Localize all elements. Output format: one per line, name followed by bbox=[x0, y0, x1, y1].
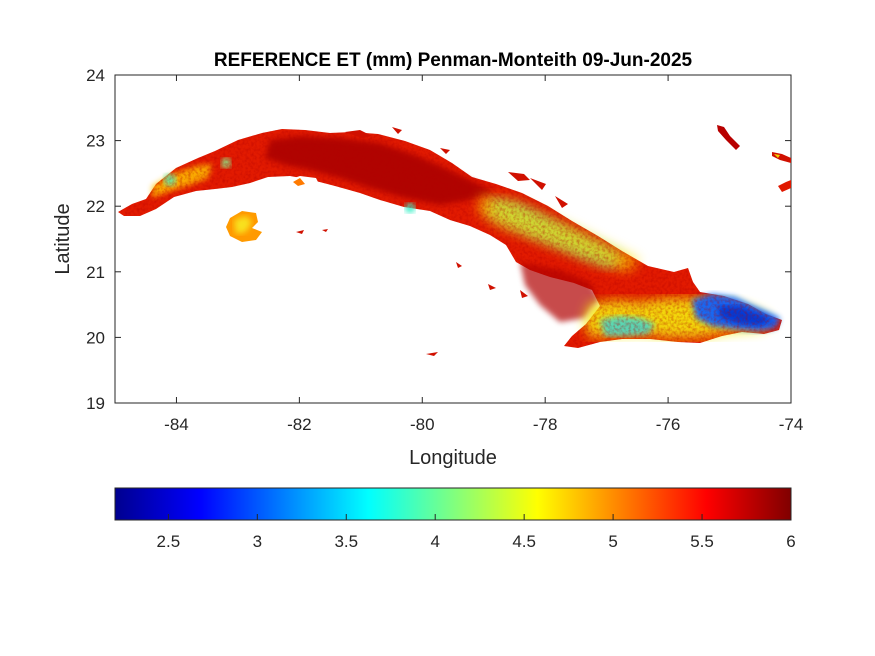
y-tick-label: 21 bbox=[86, 263, 105, 282]
colorbar bbox=[114, 487, 792, 521]
colorbar-tick-label: 4.5 bbox=[512, 532, 536, 551]
y-tick-label: 23 bbox=[86, 132, 105, 151]
y-tick-label: 24 bbox=[86, 66, 105, 85]
colorbar-tick-label: 5 bbox=[608, 532, 617, 551]
colorbar-tick-label: 2.5 bbox=[157, 532, 181, 551]
map-layer bbox=[118, 125, 791, 356]
bahamas-island-1 bbox=[717, 125, 740, 150]
north-bay bbox=[288, 176, 320, 188]
colorbar-tick-label: 4 bbox=[430, 532, 439, 551]
bahamas-key-yellow bbox=[774, 154, 780, 158]
x-tick-label: -78 bbox=[533, 415, 558, 434]
north-key-orange bbox=[293, 178, 305, 186]
y-tick-label: 22 bbox=[86, 197, 105, 216]
y-tick-label: 19 bbox=[86, 394, 105, 413]
x-axis: -84 -82 -80 -78 -76 -74 bbox=[164, 75, 803, 434]
x-tick-label: -80 bbox=[410, 415, 435, 434]
speckle-texture bbox=[118, 129, 782, 348]
northern-cays bbox=[345, 127, 568, 208]
isla-yellow-core bbox=[234, 216, 252, 234]
chart-title: REFERENCE ET (mm) Penman-Monteith 09-Jun… bbox=[214, 50, 693, 71]
colorbar-axis: 2.5 3 3.5 4 4.5 5 5.5 6 bbox=[157, 514, 796, 551]
colorbar-tick-label: 5.5 bbox=[690, 532, 714, 551]
x-tick-label: -74 bbox=[779, 415, 804, 434]
plot-area bbox=[114, 74, 792, 404]
colorbar-tick-label: 3 bbox=[253, 532, 262, 551]
colorbar-tick-label: 3.5 bbox=[334, 532, 358, 551]
y-tick-label: 20 bbox=[86, 328, 105, 347]
x-axis-label: Longitude bbox=[409, 447, 497, 469]
high-et-patch bbox=[520, 262, 600, 322]
colorbar-tick-label: 6 bbox=[786, 532, 795, 551]
x-tick-label: -84 bbox=[164, 415, 189, 434]
y-axis: 19 20 21 22 23 24 bbox=[86, 66, 791, 413]
y-axis-label: Latitude bbox=[52, 203, 74, 274]
x-tick-label: -76 bbox=[656, 415, 681, 434]
x-tick-label: -82 bbox=[287, 415, 312, 434]
bahamas-island-3 bbox=[778, 180, 791, 192]
